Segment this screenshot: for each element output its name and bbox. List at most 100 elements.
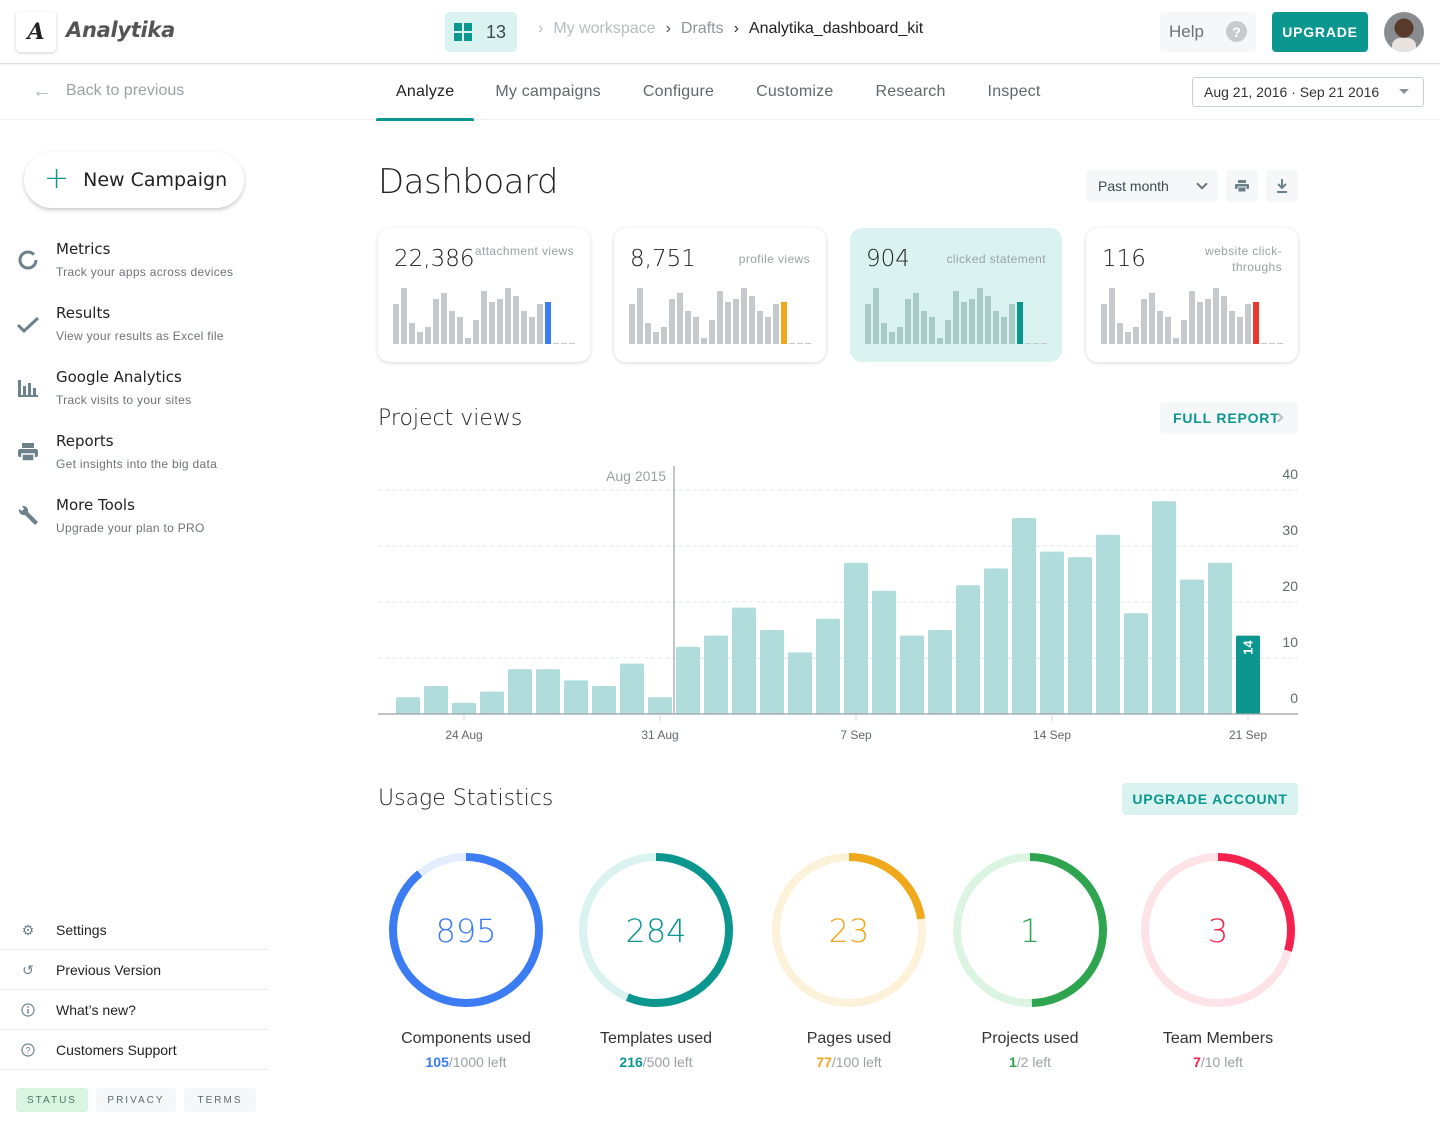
tab-analyze[interactable]: Analyze: [376, 64, 475, 121]
caret-down-icon: [1399, 89, 1409, 94]
breadcrumb-workspace[interactable]: My workspace: [553, 20, 656, 37]
terms-button[interactable]: TERMS: [184, 1088, 256, 1112]
mini-bar: [1157, 311, 1163, 344]
upgrade-account-button[interactable]: UPGRADE ACCOUNT: [1122, 783, 1298, 815]
nav-title: More Tools: [56, 496, 135, 514]
chart-bar[interactable]: [956, 585, 980, 714]
chart-bar[interactable]: [396, 697, 420, 714]
chart-bar[interactable]: [900, 635, 924, 714]
stat-value: 22,386: [394, 246, 475, 272]
chart-bar[interactable]: [788, 652, 812, 714]
privacy-button[interactable]: PRIVACY: [96, 1088, 176, 1112]
new-campaign-label: New Campaign: [83, 169, 228, 191]
customers-support-link[interactable]: ? Customers Support: [0, 1030, 268, 1070]
sidebar-item-more-tools[interactable]: More Tools Upgrade your plan to PRO: [16, 496, 266, 546]
progress-ring: [953, 853, 1107, 1007]
mini-bar: [1229, 311, 1235, 344]
mini-bar: [773, 304, 779, 344]
chart-bar[interactable]: [760, 630, 784, 714]
chart-bar[interactable]: [648, 697, 672, 714]
mini-bar-current: [781, 302, 787, 344]
chart-bar[interactable]: [620, 663, 644, 714]
tab-configure[interactable]: Configure: [642, 83, 715, 100]
ring-remaining: 77/100 left: [759, 1054, 939, 1070]
mini-bar: [889, 332, 895, 344]
tab-inspect[interactable]: Inspect: [987, 83, 1041, 100]
settings-link[interactable]: ⚙ Settings: [0, 910, 268, 950]
workspace-badge[interactable]: 13: [445, 12, 517, 52]
chart-bar[interactable]: [1124, 613, 1148, 714]
metrics-ring-icon: [16, 248, 40, 272]
mini-bar: [873, 288, 879, 344]
mini-bar: [717, 291, 723, 344]
back-link[interactable]: ← Back to previous: [32, 81, 184, 101]
mini-bar: [473, 320, 479, 344]
chart-bar-highlighted[interactable]: [1236, 635, 1260, 714]
chart-bar[interactable]: [452, 702, 476, 714]
ring-remaining-total: /100 left: [831, 1054, 882, 1070]
tab-research[interactable]: Research: [875, 83, 946, 100]
chart-bar[interactable]: [732, 607, 756, 714]
new-campaign-button[interactable]: + New Campaign: [24, 152, 244, 208]
chart-bar[interactable]: [816, 618, 840, 714]
stat-card-website-click-throughs[interactable]: 116 website click-throughs: [1086, 228, 1298, 362]
period-select[interactable]: Past month: [1086, 170, 1218, 202]
upgrade-button[interactable]: UPGRADE: [1272, 12, 1368, 52]
mini-bar: [401, 288, 407, 344]
chart-bar[interactable]: [592, 686, 616, 714]
stat-label: profile views: [738, 252, 810, 266]
mini-bar: [1125, 332, 1131, 344]
download-button[interactable]: [1266, 170, 1298, 202]
app-logo[interactable]: A: [16, 12, 56, 52]
chart-bar[interactable]: [1068, 557, 1092, 714]
stat-card-profile-views[interactable]: 8,751 profile views: [614, 228, 826, 362]
chart-bar[interactable]: [564, 680, 588, 714]
tab-my-campaigns[interactable]: My campaigns: [495, 83, 601, 100]
previous-version-link[interactable]: ↺ Previous Version: [0, 950, 268, 990]
chart-bar[interactable]: [704, 635, 728, 714]
ring-label: Projects used: [981, 1030, 1079, 1047]
sidebar-item-results[interactable]: Results View your results as Excel file: [16, 304, 266, 354]
full-report-button[interactable]: FULL REPORT: [1160, 402, 1298, 434]
ring-progress: [953, 853, 1107, 1007]
whats-new-link[interactable]: What’s new?: [0, 990, 268, 1030]
y-tick-label: 0: [1290, 690, 1298, 706]
mini-bar-current: [545, 302, 551, 344]
date-range-select[interactable]: Aug 21, 2016 · Sep 21 2016: [1192, 77, 1424, 107]
stat-card-attachment-views[interactable]: 22,386 attachment views: [378, 228, 590, 362]
chart-bar[interactable]: [928, 630, 952, 714]
chart-bar[interactable]: [1180, 579, 1204, 714]
chart-bar[interactable]: [872, 590, 896, 714]
project-views-title: Project views: [378, 406, 523, 431]
print-button[interactable]: [1226, 170, 1258, 202]
mini-bar-empty: [789, 343, 795, 344]
chart-bar[interactable]: [1096, 534, 1120, 714]
mini-bar: [701, 338, 707, 344]
status-button[interactable]: STATUS: [16, 1088, 88, 1112]
ring-value: 284: [625, 912, 687, 950]
sidebar-item-google-analytics[interactable]: Google Analytics Track visits to your si…: [16, 368, 266, 418]
mini-bar: [637, 288, 643, 344]
sidebar-footer-links: ⚙ Settings ↺ Previous Version What’s new…: [0, 910, 268, 1070]
stat-card-clicked-statement[interactable]: 904 clicked statement: [850, 228, 1062, 362]
help-button[interactable]: Help ?: [1160, 12, 1256, 52]
mini-bar: [1245, 304, 1251, 344]
chart-bar[interactable]: [1208, 562, 1232, 714]
chart-bar[interactable]: [1040, 551, 1064, 714]
breadcrumb-drafts[interactable]: Drafts: [680, 20, 724, 37]
chart-bar[interactable]: [676, 646, 700, 714]
tab-customize[interactable]: Customize: [756, 83, 834, 100]
sidebar-item-reports[interactable]: Reports Get insights into the big data: [16, 432, 266, 482]
nav-title: Metrics: [56, 240, 111, 258]
chart-bar[interactable]: [1152, 501, 1176, 714]
avatar[interactable]: [1384, 12, 1424, 52]
chart-bar[interactable]: [844, 562, 868, 714]
sidebar-item-metrics[interactable]: Metrics Track your apps across devices: [16, 240, 266, 290]
chart-bar[interactable]: [480, 691, 504, 714]
chart-bar[interactable]: [984, 568, 1008, 714]
chart-bar[interactable]: [424, 686, 448, 714]
chart-bar[interactable]: [536, 669, 560, 714]
ring-progress: [772, 853, 926, 1007]
chart-bar[interactable]: [1012, 518, 1036, 714]
chart-bar[interactable]: [508, 669, 532, 714]
